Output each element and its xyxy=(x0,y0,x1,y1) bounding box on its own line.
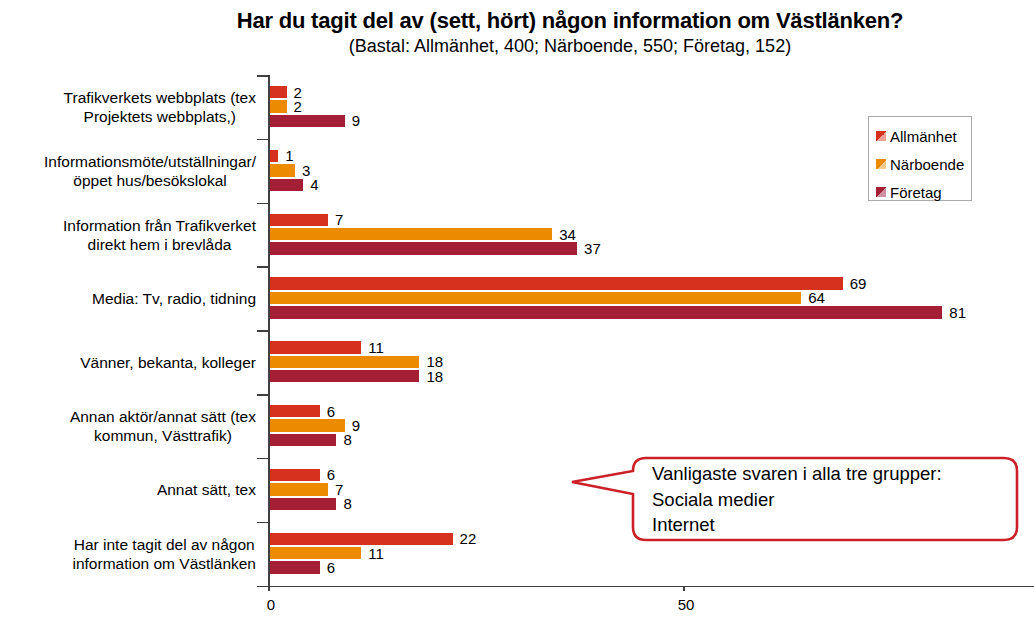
category-label-text: Trafikverkets webbplats (tex Projektets … xyxy=(64,88,256,126)
category-label-text: Annan aktör/annat sätt (tex kommun, Väst… xyxy=(70,407,256,445)
bar-företag-6 xyxy=(270,498,336,510)
x-axis-line xyxy=(268,586,1034,588)
legend-label: Allmänhet xyxy=(890,128,957,145)
category-label: Annan aktör/annat sätt (tex kommun, Väst… xyxy=(0,394,256,458)
callout-line: Sociala medier xyxy=(652,487,1012,513)
bar-närboende-3 xyxy=(270,292,801,304)
value-label: 7 xyxy=(335,212,343,228)
callout-line: Vanligaste svaren i alla tre grupper: xyxy=(652,461,1012,487)
chart-subtitle: (Bastal: Allmänhet, 400; Närboende, 550;… xyxy=(110,36,1030,57)
bar-företag-0 xyxy=(270,115,345,127)
bar-företag-3 xyxy=(270,306,942,318)
legend-marker-icon xyxy=(876,187,886,197)
bar-allmänhet-1 xyxy=(270,150,278,162)
value-label: 64 xyxy=(808,290,825,306)
x-tick-label: 50 xyxy=(678,596,695,613)
category-label-text: Har inte tagit del av någon information … xyxy=(72,535,256,573)
value-label: 6 xyxy=(327,560,335,576)
category-label: Media: Tv, radio, tidning xyxy=(0,266,256,330)
value-label: 18 xyxy=(426,369,443,385)
category-label-text: Vänner, bekanta, kolleger xyxy=(80,353,256,372)
legend-marker-icon xyxy=(876,159,886,169)
value-label: 9 xyxy=(352,113,360,129)
callout-text: Vanligaste svaren i alla tre grupper: So… xyxy=(652,461,1012,538)
value-label: 3 xyxy=(302,163,310,179)
bar-närboende-6 xyxy=(270,483,328,495)
category-tick xyxy=(257,203,268,205)
value-label: 8 xyxy=(343,496,351,512)
value-label: 2 xyxy=(294,99,302,115)
value-label: 6 xyxy=(327,404,335,420)
bar-allmänhet-0 xyxy=(270,86,287,98)
legend-item: Företag xyxy=(876,178,971,206)
category-label-text: Information från Trafikverket direkt hem… xyxy=(63,216,256,254)
category-tick xyxy=(257,139,268,141)
legend-marker-icon xyxy=(876,131,886,141)
value-label: 1 xyxy=(285,148,293,164)
value-label: 11 xyxy=(368,546,384,562)
category-label: Annat sätt, tex xyxy=(0,458,256,522)
category-label-text: Annat sätt, tex xyxy=(157,480,256,499)
category-tick xyxy=(257,266,268,268)
legend: Allmänhet Närboende Företag xyxy=(868,116,972,201)
value-label: 9 xyxy=(352,418,360,434)
category-tick xyxy=(257,522,268,524)
bar-närboende-2 xyxy=(270,228,552,240)
bar-allmänhet-3 xyxy=(270,277,843,289)
bar-företag-2 xyxy=(270,242,577,254)
bar-närboende-0 xyxy=(270,100,287,112)
bar-företag-7 xyxy=(270,561,320,573)
value-label: 81 xyxy=(949,305,966,321)
bar-företag-1 xyxy=(270,179,303,191)
category-label: Har inte tagit del av någon information … xyxy=(0,522,256,586)
x-tick xyxy=(268,586,270,592)
value-label: 4 xyxy=(310,177,318,193)
bar-närboende-7 xyxy=(270,547,361,559)
x-tick-label: 0 xyxy=(267,596,275,613)
y-axis-line xyxy=(268,75,270,586)
category-label-text: Informationsmöte/utställningar/ öppet hu… xyxy=(44,152,256,190)
bar-företag-5 xyxy=(270,434,336,446)
bar-närboende-4 xyxy=(270,356,419,368)
bar-allmänhet-5 xyxy=(270,405,320,417)
legend-label: Företag xyxy=(890,184,942,201)
value-label: 34 xyxy=(559,227,576,243)
bar-allmänhet-7 xyxy=(270,533,453,545)
value-label: 8 xyxy=(343,432,351,448)
value-label: 11 xyxy=(368,340,384,356)
category-label-text: Media: Tv, radio, tidning xyxy=(92,289,256,308)
category-label: Informationsmöte/utställningar/ öppet hu… xyxy=(0,139,256,203)
legend-item: Allmänhet xyxy=(876,122,971,150)
value-label: 69 xyxy=(850,276,867,292)
chart-title: Har du tagit del av (sett, hört) någon i… xyxy=(110,8,1030,34)
bar-närboende-5 xyxy=(270,419,345,431)
value-label: 37 xyxy=(584,241,601,257)
category-label: Trafikverkets webbplats (tex Projektets … xyxy=(0,75,256,139)
bar-allmänhet-4 xyxy=(270,341,361,353)
category-tick xyxy=(257,75,268,77)
value-label: 22 xyxy=(460,531,477,547)
category-label: Information från Trafikverket direkt hem… xyxy=(0,203,256,267)
value-label: 6 xyxy=(327,467,335,483)
category-tick xyxy=(257,394,268,396)
category-tick xyxy=(257,586,268,588)
legend-item: Närboende xyxy=(876,150,971,178)
legend-label: Närboende xyxy=(890,156,964,173)
callout-line: Internet xyxy=(652,512,1012,538)
category-label: Vänner, bekanta, kolleger xyxy=(0,330,256,394)
bar-företag-4 xyxy=(270,370,419,382)
category-tick xyxy=(257,330,268,332)
x-tick xyxy=(683,586,685,592)
value-label: 7 xyxy=(335,482,343,498)
bar-allmänhet-6 xyxy=(270,469,320,481)
bar-närboende-1 xyxy=(270,164,295,176)
bar-allmänhet-2 xyxy=(270,214,328,226)
category-tick xyxy=(257,458,268,460)
